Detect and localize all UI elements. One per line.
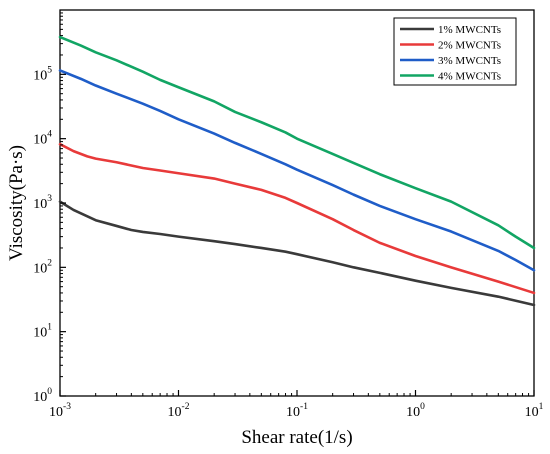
- legend: 1% MWCNTs 2% MWCNTs 3% MWCNTs 4% MWCNTs: [393, 17, 517, 86]
- x-axis-title: Shear rate(1/s): [241, 427, 352, 448]
- x-tick-label: 10-2: [168, 402, 190, 420]
- y-tick-label: 102: [33, 258, 52, 276]
- legend-label-2: 2% MWCNTs: [438, 40, 501, 52]
- x-tick-label: 10-1: [286, 402, 308, 420]
- y-axis-ticks: 100 101 102 103 104 105: [33, 12, 66, 405]
- legend-label-3: 3% MWCNTs: [438, 55, 501, 67]
- y-tick-label: 103: [33, 194, 52, 212]
- series-line-1: [58, 200, 536, 307]
- x-tick-label: 101: [525, 402, 544, 420]
- y-tick-label: 100: [33, 387, 52, 405]
- x-tick-label: 100: [406, 402, 425, 420]
- x-axis-ticks: 10-3 10-2 10-1 100 101: [49, 390, 544, 420]
- series-layer: [58, 35, 536, 307]
- series-line-4: [58, 35, 536, 250]
- y-tick-label: 104: [33, 130, 52, 148]
- series-line-2: [58, 142, 536, 295]
- x-tick-label: 10-3: [49, 402, 71, 420]
- legend-label-1: 1% MWCNTs: [438, 24, 501, 36]
- y-axis-title: Viscosity(Pa·s): [6, 145, 27, 261]
- series-line-3: [58, 69, 536, 272]
- legend-label-4: 4% MWCNTs: [438, 71, 501, 83]
- y-tick-label: 105: [33, 65, 52, 83]
- y-tick-label: 101: [33, 323, 52, 341]
